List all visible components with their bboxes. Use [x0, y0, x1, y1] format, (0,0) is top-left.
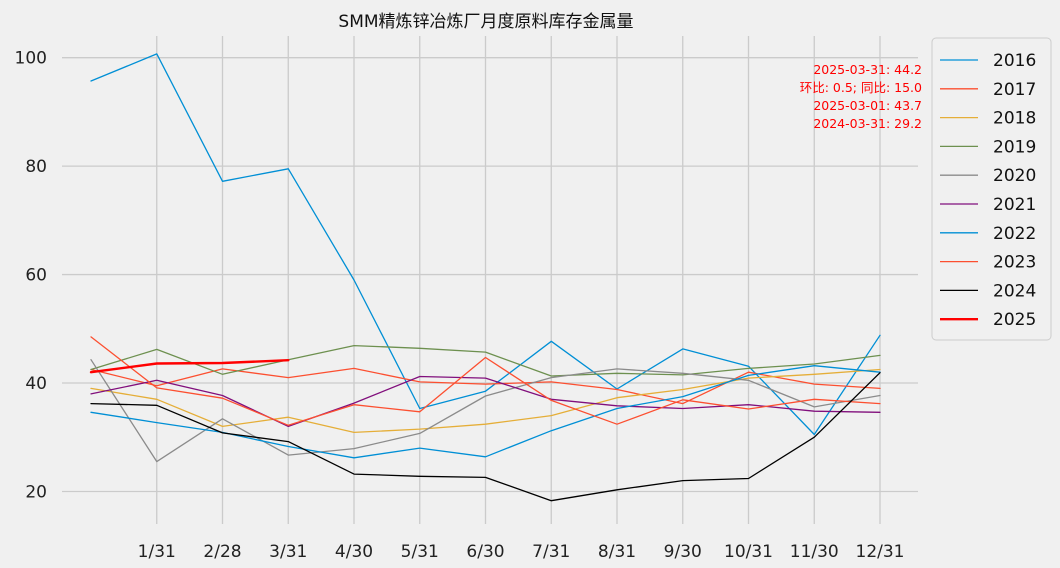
y-tick-label: 100 [15, 49, 47, 69]
series-line-2025 [89, 359, 290, 374]
x-tick-label: 6/30 [466, 542, 504, 562]
y-tick-label: 60 [25, 266, 47, 286]
legend-label-2021: 2021 [993, 195, 1036, 215]
series-line-2021 [90, 375, 881, 428]
y-tick-label: 20 [25, 482, 47, 502]
x-tick-label: 7/31 [532, 542, 570, 562]
series-line-2018 [90, 368, 881, 434]
x-tick-label: 4/30 [335, 542, 373, 562]
x-tick-label: 12/31 [856, 542, 905, 562]
x-tick-label: 9/30 [664, 542, 702, 562]
annotation-line-4: 2024-03-31: 29.2 [813, 116, 922, 131]
x-tick-label: 8/31 [598, 542, 636, 562]
x-tick-label: 1/31 [138, 542, 176, 562]
x-tick-label: 5/31 [401, 542, 439, 562]
x-tick-label: 10/31 [724, 542, 773, 562]
legend-label-2017: 2017 [993, 80, 1036, 100]
series-line-2016 [90, 53, 881, 436]
grid [62, 36, 918, 524]
y-tick-label: 80 [25, 157, 47, 177]
legend-label-2019: 2019 [993, 137, 1036, 157]
annotation: 2025-03-31: 44.2 环比: 0.5; 同比: 15.0 2025-… [800, 62, 922, 131]
legend-label-2024: 2024 [993, 281, 1036, 301]
annotation-line-2: 环比: 0.5; 同比: 15.0 [800, 80, 922, 95]
chart-title: SMM精炼锌冶炼厂月度原料库存金属量 [338, 12, 633, 32]
annotation-line-1: 2025-03-31: 44.2 [813, 62, 922, 77]
series-line-2019 [90, 344, 881, 377]
legend-label-2022: 2022 [993, 224, 1036, 244]
legend-label-2020: 2020 [993, 166, 1036, 186]
legend-label-2016: 2016 [993, 51, 1036, 71]
series-lines [89, 53, 881, 502]
legend-label-2025: 2025 [993, 310, 1036, 330]
series-line-2023 [90, 336, 881, 426]
series-line-2017 [90, 367, 881, 405]
x-axis-ticks: 1/31 2/28 3/31 4/30 5/31 6/30 7/31 8/31 9/30 10/3… [138, 542, 905, 562]
x-tick-label: 3/31 [269, 542, 307, 562]
y-tick-label: 40 [25, 374, 47, 394]
x-tick-label: 11/30 [790, 542, 839, 562]
legend: 2016 2017 2018 2019 2020 2021 2022 2023 2024 2025 [931, 37, 1052, 341]
legend-label-2018: 2018 [993, 109, 1036, 129]
series-line-2024 [90, 372, 881, 502]
annotation-line-3: 2025-03-01: 43.7 [813, 98, 922, 113]
legend-label-2023: 2023 [993, 253, 1036, 273]
series-line-2020 [90, 359, 881, 463]
x-tick-label: 2/28 [203, 542, 241, 562]
legend-box [931, 37, 1052, 341]
y-axis-ticks: 20 40 60 80 100 [15, 49, 47, 503]
